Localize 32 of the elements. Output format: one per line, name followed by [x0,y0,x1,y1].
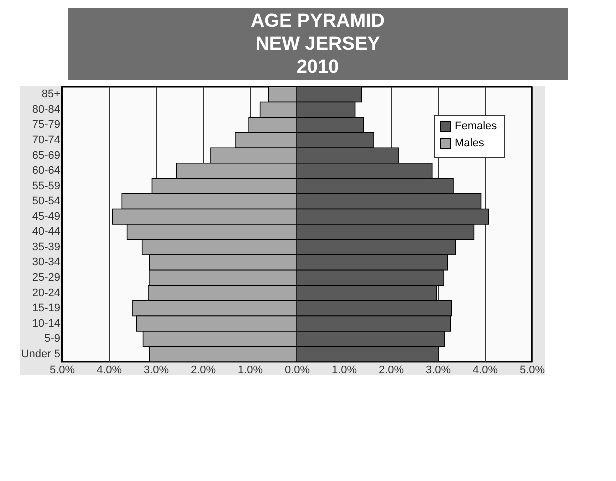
y-tick-label: 15-19 [32,302,60,315]
y-tick-label: 50-54 [32,196,60,208]
y-tick-label: 40-44 [32,226,60,238]
y-tick-label: 80-84 [32,104,60,116]
legend-label: Females [455,120,498,132]
x-tick-label: 2.0% [378,364,404,376]
y-tick-label: 75-79 [32,119,60,132]
x-tick-label: 1.0% [238,364,264,376]
x-tick-label: 2.0% [190,364,216,376]
y-tick-label: 25-29 [32,272,60,284]
x-tick-label: 3.0% [426,364,452,376]
y-tick-label: 5-9 [44,333,60,346]
x-tick-label: 5.0% [50,364,76,376]
y-tick-label: 85+ [42,88,60,101]
x-tick-label: 4.0% [472,364,498,376]
y-tick-label: 45-49 [32,210,60,223]
x-tick-label: 1.0% [332,364,358,376]
chart-title: AGE PYRAMID NEW JERSEY 2010 [68,10,568,79]
y-tick-label: 60-64 [32,165,60,178]
y-tick-label: 10-14 [32,318,60,330]
x-tick-label: 3.0% [144,364,170,376]
y-tick-label: 55-59 [32,180,60,192]
y-tick-label: 70-74 [32,134,60,146]
y-tick-label: 30-34 [32,256,60,269]
legend-label: Males [455,138,485,150]
y-tick-label: Under 5 [21,348,60,360]
x-tick-label: 0.0% [284,364,310,376]
x-tick-label: 5.0% [520,364,546,376]
x-tick-label: 4.0% [96,364,122,376]
y-tick-label: 65-69 [32,150,60,162]
y-tick-label: 35-39 [32,241,60,254]
y-tick-label: 20-24 [32,287,60,300]
